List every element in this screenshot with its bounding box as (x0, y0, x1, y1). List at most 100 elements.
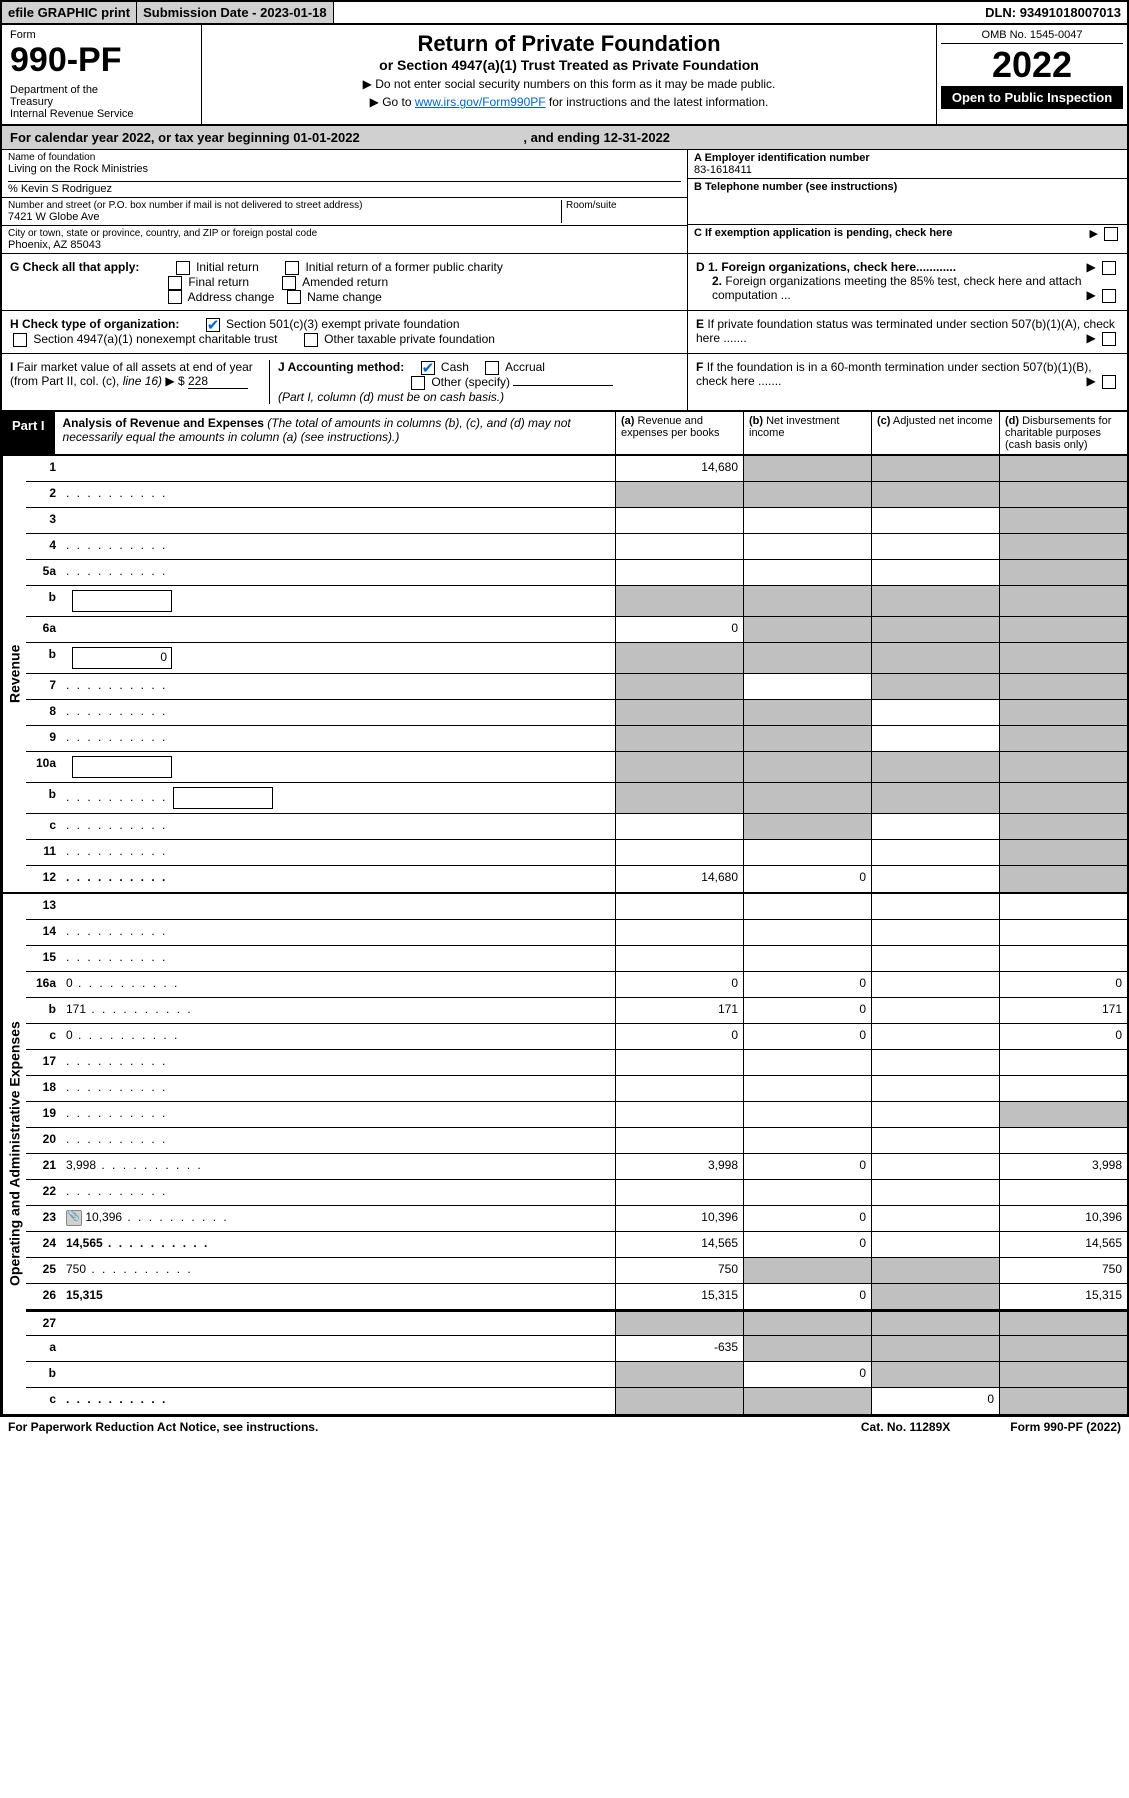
checkbox-other-taxable[interactable] (304, 333, 318, 347)
cell-a (615, 674, 743, 699)
table-row: c (26, 814, 1127, 840)
cell-c (871, 998, 999, 1023)
checkbox-initial-former[interactable] (285, 261, 299, 275)
cell-c (871, 1336, 999, 1361)
cell-c (871, 508, 999, 533)
row-number: 2 (26, 482, 60, 507)
table-row: 213,9983,99803,998 (26, 1154, 1127, 1180)
checkbox-d1[interactable] (1102, 261, 1116, 275)
cell-a (615, 534, 743, 559)
row-description (60, 752, 615, 782)
checks-g-row: G Check all that apply: Initial return I… (0, 254, 1129, 311)
row-number: c (26, 1024, 60, 1049)
form-label: Form (10, 29, 193, 41)
header-left: Form 990-PF Department of theTreasuryInt… (2, 25, 202, 124)
table-row: 2414,56514,565014,565 (26, 1232, 1127, 1258)
table-row: 11 (26, 840, 1127, 866)
checkbox-f[interactable] (1102, 375, 1116, 389)
table-row: b0 (26, 643, 1127, 674)
calendar-year-row: For calendar year 2022, or tax year begi… (0, 126, 1129, 150)
cell-c (871, 700, 999, 725)
table-row: 9 (26, 726, 1127, 752)
cell-c (871, 1102, 999, 1127)
telephone-cell: B Telephone number (see instructions) (688, 179, 1127, 225)
table-row: c0000 (26, 1024, 1127, 1050)
cell-d (999, 456, 1127, 481)
row-number: 16a (26, 972, 60, 997)
row-number: b (26, 998, 60, 1023)
cell-c (871, 814, 999, 839)
cell-c (871, 1050, 999, 1075)
checkbox-501c3[interactable] (206, 318, 220, 332)
checkbox-cash[interactable] (421, 361, 435, 375)
open-public-label: Open to Public Inspection (941, 86, 1123, 109)
cell-b (743, 1336, 871, 1361)
checkbox-accrual[interactable] (485, 361, 499, 375)
row-description (60, 1336, 615, 1361)
row-description (60, 482, 615, 507)
attachment-icon[interactable]: 📎 (66, 1210, 82, 1226)
cell-c: 0 (871, 1388, 999, 1414)
footer-right: Form 990-PF (2022) (1010, 1420, 1121, 1434)
cell-d (999, 726, 1127, 751)
table-row: b (26, 586, 1127, 617)
table-row: 10a (26, 752, 1127, 783)
row-number: 9 (26, 726, 60, 751)
cell-a: -635 (615, 1336, 743, 1361)
cell-b: 0 (743, 998, 871, 1023)
cell-d (999, 814, 1127, 839)
cell-b (743, 674, 871, 699)
row-description: 0 (60, 1024, 615, 1049)
cell-b (743, 560, 871, 585)
cell-d (999, 1312, 1127, 1335)
cell-b (743, 726, 871, 751)
row-description (60, 946, 615, 971)
table-row: 17 (26, 1050, 1127, 1076)
cell-b (743, 482, 871, 507)
row-number: 18 (26, 1076, 60, 1101)
checkbox-4947[interactable] (13, 333, 27, 347)
cell-c (871, 1076, 999, 1101)
cell-c (871, 1258, 999, 1283)
cell-a (615, 482, 743, 507)
cell-a (615, 752, 743, 782)
cell-b (743, 1258, 871, 1283)
checkbox-amended[interactable] (282, 276, 296, 290)
page-footer: For Paperwork Reduction Act Notice, see … (0, 1416, 1129, 1437)
checkbox-final[interactable] (168, 276, 182, 290)
cell-b (743, 920, 871, 945)
cell-d: 0 (999, 972, 1127, 997)
ein: 83-1618411 (694, 164, 1121, 176)
table-row: a-635 (26, 1336, 1127, 1362)
checkbox-other-method[interactable] (411, 376, 425, 390)
cell-b (743, 946, 871, 971)
cell-d (999, 920, 1127, 945)
cell-c (871, 920, 999, 945)
checkbox-initial[interactable] (176, 261, 190, 275)
cell-d (999, 1128, 1127, 1153)
cell-a: 171 (615, 998, 743, 1023)
checkbox-d2[interactable] (1102, 289, 1116, 303)
form-link[interactable]: www.irs.gov/Form990PF (415, 95, 546, 109)
row-number: 26 (26, 1284, 60, 1309)
cell-c (871, 586, 999, 616)
cell-a: 15,315 (615, 1284, 743, 1309)
cell-b (743, 508, 871, 533)
cell-b (743, 894, 871, 919)
cell-c (871, 752, 999, 782)
checkbox-e[interactable] (1102, 332, 1116, 346)
cell-a (615, 1362, 743, 1387)
table-row: 15 (26, 946, 1127, 972)
cell-a: 0 (615, 972, 743, 997)
row-number: 12 (26, 866, 60, 892)
row-description (60, 814, 615, 839)
row-description (60, 894, 615, 919)
cell-a: 750 (615, 1258, 743, 1283)
row-description (60, 560, 615, 585)
table-row: b1711710171 (26, 998, 1127, 1024)
checkbox-addr-change[interactable] (168, 290, 182, 304)
cell-a: 14,680 (615, 866, 743, 892)
checkbox-name-change[interactable] (287, 290, 301, 304)
checkbox-c[interactable] (1104, 227, 1118, 241)
cell-b (743, 534, 871, 559)
